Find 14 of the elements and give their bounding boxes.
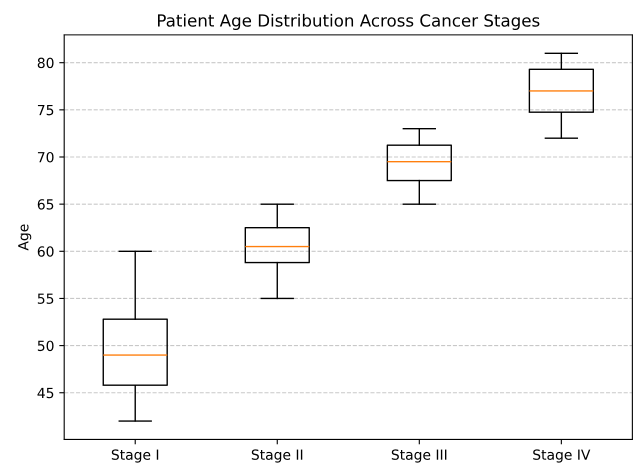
y-tick-label: 65	[38, 199, 54, 210]
y-tick-label: 60	[38, 246, 54, 257]
y-tick-label: 55	[38, 294, 54, 304]
y-tick-label: 80	[38, 58, 54, 68]
x-tick-label: Stage I	[112, 449, 158, 463]
y-tick-label: 45	[37, 388, 54, 398]
y-axis-title: Age	[18, 224, 32, 250]
y-tick-label: 50	[38, 340, 54, 352]
chart-title: Patient Age Distribution Across Cancer Stages	[158, 14, 540, 30]
y-tick-label: 75	[38, 104, 54, 116]
x-tick-label: Stage IV	[533, 449, 590, 463]
y-tick-label: 70	[38, 152, 54, 162]
x-tick-label: Stage III	[392, 449, 446, 463]
x-tick-label: Stage II	[252, 449, 302, 463]
